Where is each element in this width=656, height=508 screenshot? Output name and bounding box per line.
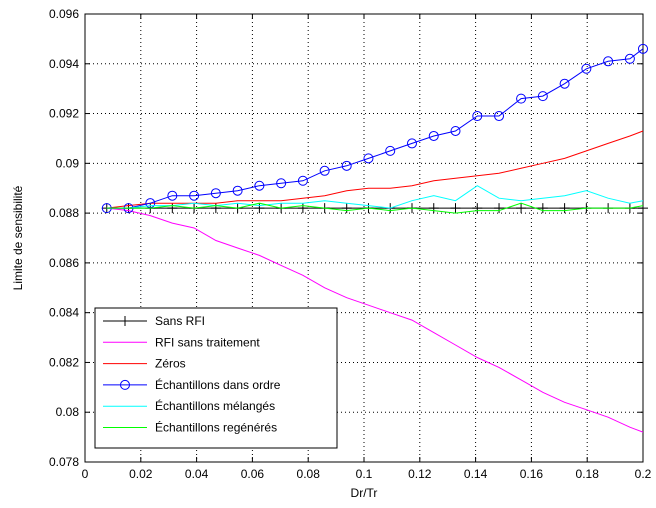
data-point [494,203,505,214]
data-point [494,111,505,122]
data-point [516,93,527,104]
data-point [297,175,308,186]
data-point [428,203,439,214]
data-point [210,188,221,199]
data-point [189,190,200,201]
y-tick-label: 0.078 [49,455,79,469]
data-point [537,91,548,102]
x-tick-label: 0.1 [356,467,373,481]
series-4 [106,185,644,209]
x-tick-label: 0.18 [576,467,600,481]
axes: 0 0.02 0.04 0.06 0.08 0.1 0.12 0.14 0.16 0.18 0.2 0… [49,7,652,481]
data-point [210,203,221,214]
data-point [559,203,570,214]
series-line [106,185,644,209]
legend-marker [120,379,130,390]
data-point [450,203,461,214]
x-tick-label: 0.04 [185,467,209,481]
data-point [624,53,635,64]
data-point [341,203,352,214]
x-tick-label: 0.16 [520,467,544,481]
legend-item: Sans RFI [103,314,205,328]
data-point [559,78,570,89]
legend-label: Échantillons dans ordre [155,377,281,392]
legend-item: RFI sans traitement [103,335,260,349]
data-point [450,125,461,136]
x-axis-title: Dr/Tr [351,486,378,500]
data-point [581,63,592,74]
data-point [276,178,287,189]
data-point [254,203,265,214]
series-line [106,207,644,433]
grid [85,14,643,462]
y-tick-label: 0.094 [49,57,79,71]
x-tick-label: 0.02 [129,467,153,481]
legend-label: RFI sans traitement [155,335,260,349]
x-tick-label: 0.2 [635,467,652,481]
x-tick-label: 0.06 [241,467,265,481]
legend-label: Zéros [155,357,186,371]
y-tick-label: 0.09 [56,156,80,170]
data-point [167,203,178,214]
data-point [341,160,352,171]
data-point [297,203,308,214]
legend-label: Échantillons regénérés [155,420,277,435]
legend: Sans RFI RFI sans traitement Zéros Échantil… [94,307,338,449]
series-3 [101,43,648,214]
x-tick-label: 0.12 [408,467,432,481]
x-tick-label: 0.14 [464,467,488,481]
data-point [428,130,439,141]
legend-label: Sans RFI [155,314,205,328]
data-point [603,56,614,67]
series-layer [101,43,648,433]
data-point [406,138,417,149]
y-tick-label: 0.092 [49,107,79,121]
y-tick-label: 0.084 [49,306,79,320]
data-point [232,185,243,196]
x-tick-label: 0.08 [297,467,321,481]
y-tick-label: 0.088 [49,206,79,220]
legend-box [94,307,338,449]
data-point [516,203,527,214]
legend-item: Zéros [103,357,186,371]
x-tick-label: 0 [82,467,89,481]
y-tick-label: 0.082 [49,355,79,369]
legend-item: Échantillons dans ordre [103,377,281,392]
data-point [537,203,548,214]
y-tick-label: 0.096 [49,7,79,21]
legend-item: Échantillons regénérés [103,420,277,435]
data-point [363,153,374,164]
data-point [638,43,648,54]
y-axis-title: Limite de sensibilité [11,185,25,290]
data-point [472,111,483,122]
data-point [319,165,330,176]
data-point [472,203,483,214]
plot-frame [84,13,644,463]
series-line [106,202,644,214]
legend-label: Échantillons mélangés [155,398,275,413]
series-1 [106,207,644,433]
data-point [638,203,648,214]
data-point [167,190,178,201]
legend-item: Échantillons mélangés [103,398,275,413]
data-point [254,180,265,191]
data-point [385,145,396,156]
y-tick-label: 0.08 [56,405,80,419]
series-5 [106,202,644,214]
y-tick-label: 0.086 [49,256,79,270]
